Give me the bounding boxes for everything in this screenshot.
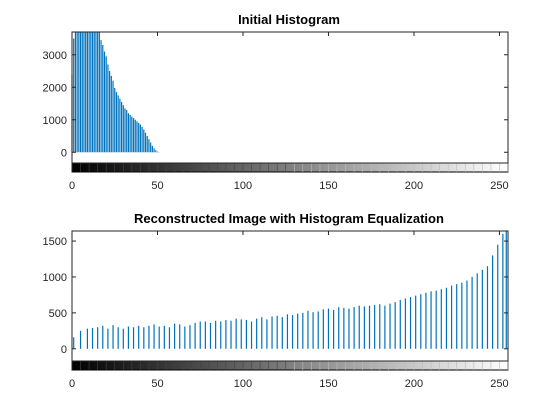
axis-ticks: 0 50 100 150 200 250 0 500 1000 1500 [43, 231, 509, 390]
y-tick-label: 3000 [43, 50, 67, 62]
x-tick-label: 150 [319, 180, 337, 192]
x-tick-label: 150 [319, 378, 337, 390]
bar-series [71, 32, 160, 153]
y-tick-label: 0 [61, 344, 67, 356]
x-tick-label: 250 [490, 180, 508, 192]
y-tick-label: 2000 [43, 82, 67, 94]
x-tick-label: 100 [234, 378, 252, 390]
x-tick-label: 250 [490, 378, 508, 390]
grayscale-colorbar [71, 360, 509, 371]
y-tick-label: 0 [61, 147, 67, 159]
x-tick-label: 100 [234, 180, 252, 192]
axes-box [71, 230, 509, 362]
histogram-panel-initial: Initial Histogram 0 50 100 150 200 250 0 1000 20… [43, 12, 509, 192]
axis-ticks: 0 50 100 150 200 250 0 1000 2000 3000 [43, 32, 509, 192]
y-tick-label: 1000 [43, 272, 67, 284]
y-tick-label: 1000 [43, 115, 67, 127]
chart-title: Initial Histogram [238, 12, 340, 27]
colorbar-gradient [71, 360, 509, 371]
grayscale-colorbar [71, 162, 509, 173]
x-tick-label: 200 [405, 180, 423, 192]
x-tick-label: 200 [405, 378, 423, 390]
axes-box [71, 31, 509, 164]
y-tick-label: 1500 [43, 236, 67, 248]
colorbar-gradient [71, 162, 509, 173]
y-tick-label: 500 [49, 308, 67, 320]
x-tick-label: 0 [69, 180, 75, 192]
x-tick-label: 0 [69, 378, 75, 390]
bar-series [73, 231, 507, 349]
x-tick-label: 50 [151, 180, 163, 192]
histogram-panel-equalized: Reconstructed Image with Histogram Equal… [43, 211, 509, 390]
x-tick-label: 50 [151, 378, 163, 390]
chart-title: Reconstructed Image with Histogram Equal… [134, 211, 444, 226]
